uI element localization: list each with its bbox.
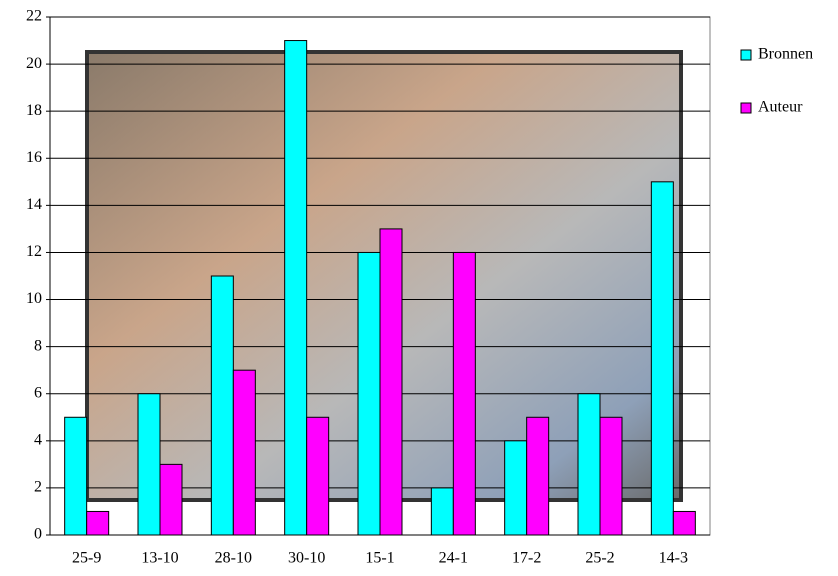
- bar: [672, 510, 696, 536]
- x-tick-label: 13-10: [141, 550, 178, 567]
- bar: [232, 369, 256, 536]
- y-tick-label: 14: [26, 196, 42, 213]
- y-tick-label: 12: [26, 243, 42, 260]
- y-tick-label: 16: [26, 149, 42, 166]
- legend-label: Auteur: [758, 99, 803, 116]
- bar: [577, 393, 601, 536]
- x-tick-label: 14-3: [659, 550, 688, 567]
- x-tick-label: 24-1: [439, 550, 468, 567]
- bar: [599, 416, 623, 536]
- legend-swatch: [740, 102, 752, 114]
- bar: [306, 416, 330, 536]
- x-tick-label: 15-1: [365, 550, 394, 567]
- bar: [64, 416, 88, 536]
- y-tick-label: 0: [34, 526, 42, 543]
- bar: [210, 275, 234, 536]
- x-tick-label: 30-10: [288, 550, 325, 567]
- bar: [357, 251, 381, 536]
- y-tick-label: 2: [34, 479, 42, 496]
- x-tick-label: 25-2: [585, 550, 614, 567]
- y-tick-label: 8: [34, 337, 42, 354]
- x-tick-label: 17-2: [512, 550, 541, 567]
- legend-swatch: [740, 49, 752, 61]
- bar: [159, 463, 183, 536]
- y-tick-label: 10: [26, 290, 42, 307]
- y-tick-label: 4: [34, 431, 42, 448]
- bar: [452, 251, 476, 536]
- bar: [430, 487, 454, 536]
- y-tick-label: 20: [26, 55, 42, 72]
- bar: [504, 440, 528, 536]
- y-tick-label: 6: [34, 384, 42, 401]
- y-tick-label: 18: [26, 102, 42, 119]
- bar: [284, 40, 308, 536]
- bar: [86, 510, 110, 536]
- x-tick-label: 28-10: [215, 550, 252, 567]
- bar: [137, 393, 161, 536]
- x-tick-label: 25-9: [72, 550, 101, 567]
- y-tick-label: 22: [26, 8, 42, 25]
- legend-label: Bronnen: [758, 46, 813, 63]
- bar: [379, 228, 403, 536]
- bar: [650, 181, 674, 536]
- bar: [526, 416, 550, 536]
